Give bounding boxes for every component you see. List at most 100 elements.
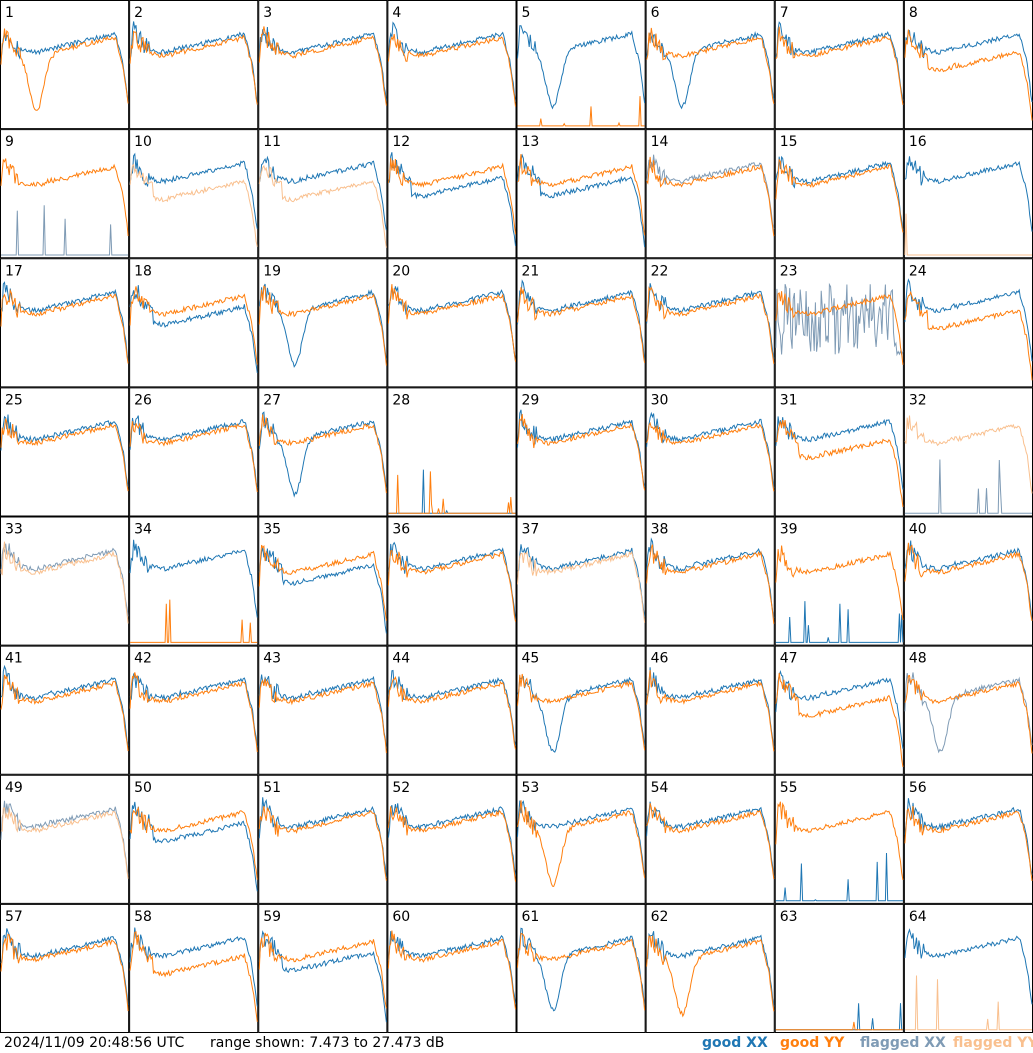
series-yy-5 — [517, 96, 645, 127]
series-xx-50 — [129, 801, 258, 892]
panel-frame — [258, 258, 388, 388]
panel-frame — [645, 516, 775, 646]
panel-label: 59 — [263, 909, 281, 925]
panel-50: 50 — [129, 774, 259, 904]
series-xx-46 — [646, 667, 775, 748]
series-xx-55 — [775, 852, 903, 902]
series-xx-16 — [904, 156, 1033, 232]
panel-57: 57 — [0, 903, 130, 1033]
series-yy-23 — [775, 291, 904, 365]
panel-frame — [387, 258, 517, 388]
series-yy-27 — [258, 414, 387, 494]
series-yy-15 — [775, 158, 904, 233]
panel-frame — [774, 387, 904, 517]
panel-label: 1 — [5, 5, 14, 21]
series-yy-12 — [387, 158, 516, 235]
panel-frame — [0, 258, 130, 388]
series-xx-24 — [904, 278, 1033, 362]
legend-flagged-yy-word: flagged — [953, 1035, 1013, 1051]
panel-63: 63 — [774, 903, 904, 1033]
series-yy-47 — [775, 672, 904, 767]
panel-31: 31 — [774, 387, 904, 517]
panel-36: 36 — [387, 516, 517, 646]
series-yy-64 — [904, 975, 1032, 1031]
panel-label: 7 — [780, 5, 789, 21]
panel-label: 22 — [651, 263, 669, 279]
panel-label: 17 — [5, 263, 23, 279]
panel-frame — [516, 258, 646, 388]
panel-frame — [645, 645, 775, 775]
panel-27: 27 — [258, 387, 388, 517]
series-yy-59 — [258, 932, 387, 1009]
panel-35: 35 — [258, 516, 388, 646]
panel-48: 48 — [903, 645, 1033, 775]
panel-frame — [774, 774, 904, 904]
panel-label: 23 — [780, 263, 798, 279]
series-xx-38 — [646, 537, 775, 618]
panel-frame — [129, 516, 259, 646]
panel-label: 45 — [522, 651, 540, 667]
panel-label: 47 — [780, 651, 798, 667]
series-yy-50 — [129, 806, 258, 880]
panel-frame — [129, 903, 259, 1033]
panel-label: 31 — [780, 392, 798, 408]
panel-41: 41 — [0, 645, 130, 775]
panel-label: 9 — [5, 134, 14, 150]
series-yy-43 — [258, 678, 387, 754]
panel-frame — [774, 0, 904, 130]
series-xx-53 — [517, 800, 646, 876]
panel-frame — [645, 387, 775, 517]
series-xx-14 — [646, 154, 775, 230]
series-xx-8 — [904, 29, 1033, 103]
panel-frame — [516, 774, 646, 904]
series-yy-31 — [775, 420, 904, 507]
panel-label: 63 — [780, 909, 798, 925]
series-yy-58 — [129, 931, 258, 1022]
series-xx-33 — [0, 543, 129, 617]
panel-label: 44 — [392, 651, 410, 667]
series-yy-56 — [904, 806, 1033, 881]
series-xx-10 — [129, 152, 258, 229]
panel-label: 35 — [263, 522, 281, 538]
series-yy-2 — [129, 30, 258, 105]
series-xx-39 — [775, 601, 904, 643]
series-yy-61 — [517, 932, 646, 1011]
panel-label: 40 — [909, 522, 927, 538]
series-yy-11 — [258, 164, 387, 248]
panel-19: 19 — [258, 258, 388, 388]
panel-frame — [0, 0, 130, 130]
panel-42: 42 — [129, 645, 259, 775]
series-yy-17 — [0, 288, 129, 364]
panel-frame — [258, 387, 388, 517]
panel-52: 52 — [387, 774, 517, 904]
panel-label: 52 — [392, 780, 410, 796]
panel-21: 21 — [516, 258, 646, 388]
panel-11: 11 — [258, 129, 388, 259]
series-xx-5 — [517, 25, 646, 110]
panel-frame — [387, 645, 517, 775]
panel-59: 59 — [258, 903, 388, 1033]
panel-label: 16 — [909, 134, 927, 150]
series-yy-60 — [387, 930, 516, 1010]
panel-frame — [774, 903, 904, 1033]
panel-label: 50 — [134, 780, 152, 796]
series-xx-29 — [517, 409, 646, 488]
panel-23: 23 — [774, 258, 904, 388]
panel-frame — [258, 774, 388, 904]
series-yy-46 — [646, 670, 775, 752]
series-yy-20 — [387, 284, 516, 362]
series-xx-40 — [904, 540, 1033, 621]
panel-frame — [258, 0, 388, 130]
panel-label: 51 — [263, 780, 281, 796]
legend-good-yy-word: good — [780, 1035, 820, 1051]
series-xx-9 — [1, 205, 129, 256]
panel-56: 56 — [903, 774, 1033, 904]
series-xx-45 — [517, 675, 646, 753]
panel-54: 54 — [645, 774, 775, 904]
series-xx-18 — [129, 285, 258, 373]
panel-label: 11 — [263, 134, 281, 150]
panel-label: 36 — [392, 522, 410, 538]
panel-40: 40 — [903, 516, 1033, 646]
panel-25: 25 — [0, 387, 130, 517]
panel-3: 3 — [258, 0, 388, 130]
